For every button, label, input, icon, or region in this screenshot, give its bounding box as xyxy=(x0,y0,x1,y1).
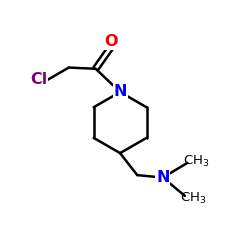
Text: CH$_3$: CH$_3$ xyxy=(184,154,210,169)
Text: CH$_3$: CH$_3$ xyxy=(180,191,207,206)
Text: N: N xyxy=(156,170,170,185)
Text: O: O xyxy=(104,34,118,50)
Text: Cl: Cl xyxy=(30,72,47,87)
Text: N: N xyxy=(113,84,127,100)
